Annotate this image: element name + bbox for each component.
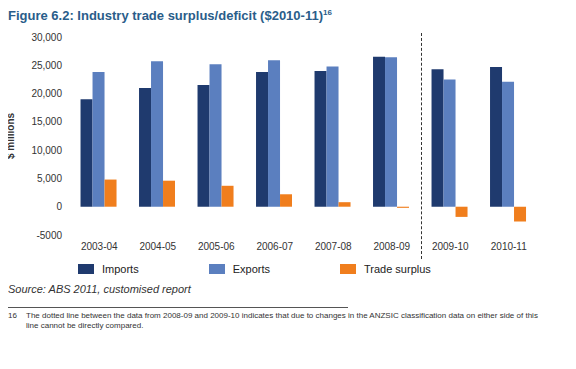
svg-text:2003-04: 2003-04 — [81, 241, 118, 252]
svg-text:2006-07: 2006-07 — [256, 241, 293, 252]
svg-text:2008-09: 2008-09 — [373, 241, 410, 252]
html-text:Exports: Exports — [232, 263, 270, 276]
svg-text:0: 0 — [56, 202, 62, 213]
svg-text:10,000: 10,000 — [31, 145, 62, 156]
svg-text:-5000: -5000 — [36, 230, 62, 241]
svg-text:2007-08: 2007-08 — [315, 241, 352, 252]
html-text:Imports: Imports — [102, 263, 139, 276]
svg-text:15,000: 15,000 — [31, 117, 62, 128]
svg-text:2010-11: 2010-11 — [491, 241, 527, 252]
svg-text:20,000: 20,000 — [31, 88, 62, 99]
html-text:Figure 6.2: Industry trade sur: Figure 6.2: Industry trade surplus/defic… — [8, 8, 332, 24]
svg-text:25,000: 25,000 — [31, 60, 62, 71]
svg-text:2005-06: 2005-06 — [198, 241, 235, 252]
svg-text:$ millions: $ millions — [8, 113, 16, 160]
html-text:16: 16 — [8, 311, 17, 321]
svg-text:2004-05: 2004-05 — [139, 241, 176, 252]
svg-text:30,000: 30,000 — [31, 32, 62, 43]
html-text:The dotted line between the da: The dotted line between the data from 20… — [26, 311, 538, 331]
svg-text:5,000: 5,000 — [37, 173, 62, 184]
svg-text:2009-10: 2009-10 — [432, 241, 469, 252]
html-text:Trade surplus: Trade surplus — [364, 263, 431, 276]
html-text:Source: ABS 2011, customised r: Source: ABS 2011, customised report — [8, 283, 191, 296]
